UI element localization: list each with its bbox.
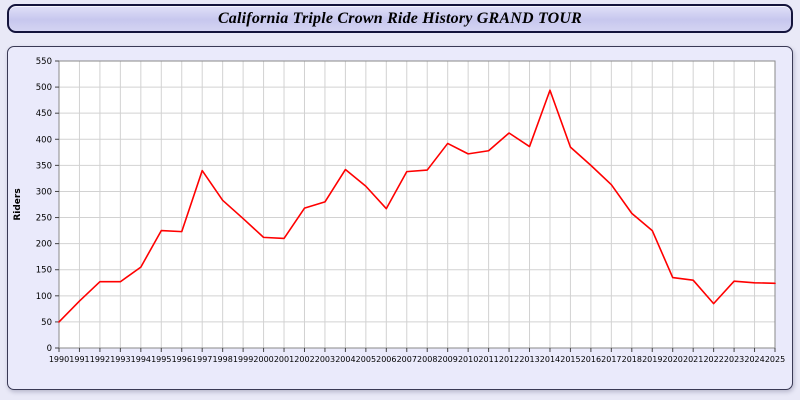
- x-tick-label: 2006: [376, 355, 396, 364]
- x-tick-label: 2021: [683, 355, 703, 364]
- y-tick-label: 450: [36, 109, 52, 119]
- x-axis: 1990 1991 1992 1993 1994 1995 1996 1997 1998 1999…: [49, 348, 785, 364]
- y-tick-label: 550: [36, 57, 52, 67]
- plot-border: [58, 60, 776, 349]
- x-tick-label: 1996: [172, 355, 192, 364]
- x-tick-label: 2023: [724, 355, 744, 364]
- y-tick-label: 500: [36, 83, 52, 93]
- y-tick-label: 350: [36, 161, 52, 171]
- y-axis-title: Riders: [13, 188, 23, 220]
- x-tick-label: 1998: [212, 355, 232, 364]
- y-tick-label: 200: [36, 240, 52, 250]
- y-tick-label: 150: [36, 266, 52, 276]
- x-tick-label: 1990: [49, 355, 69, 364]
- x-tick-label: 2003: [315, 355, 335, 364]
- chart-title-bar: California Triple Crown Ride History GRA…: [7, 4, 793, 33]
- y-tick-label: 50: [41, 318, 52, 328]
- x-tick-label: 1995: [151, 355, 171, 364]
- x-tick-label: 2010: [458, 355, 478, 364]
- x-tick-label: 1992: [90, 355, 110, 364]
- chart-panel: 0 50 100 150 200 250 300 350 400 450 500 550 1990 199…: [7, 46, 793, 390]
- x-tick-label: 2002: [294, 355, 314, 364]
- x-tick-label: 2012: [499, 355, 519, 364]
- x-tick-label: 2008: [417, 355, 437, 364]
- x-tick-label: 1993: [110, 355, 130, 364]
- series-line-riders: [58, 89, 776, 323]
- x-tick-label: 2014: [540, 355, 560, 364]
- y-tick-label: 300: [36, 187, 52, 197]
- y-tick-label: 250: [36, 214, 52, 224]
- y-tick-label: 100: [36, 292, 52, 302]
- x-tick-label: 2024: [744, 355, 764, 364]
- x-tick-label: 2016: [581, 355, 601, 364]
- x-tick-label: 2009: [438, 355, 458, 364]
- chart-title: California Triple Crown Ride History GRA…: [217, 9, 583, 27]
- x-tick-label: 2000: [253, 355, 273, 364]
- x-tick-label: 2013: [519, 355, 539, 364]
- x-tick-label: 2007: [397, 355, 417, 364]
- x-tick-label: 2025: [765, 355, 785, 364]
- x-tick-label: 2004: [335, 355, 355, 364]
- x-tick-label: 2020: [663, 355, 683, 364]
- x-tick-label: 2015: [560, 355, 580, 364]
- x-tick-label: 1991: [69, 355, 89, 364]
- x-tick-label: 2001: [274, 355, 294, 364]
- x-tick-label: 2017: [601, 355, 621, 364]
- x-tick-label: 1997: [192, 355, 212, 364]
- y-axis: 0 50 100 150 200 250 300 350 400 450 500 550: [36, 57, 59, 354]
- plot-area: [59, 61, 775, 348]
- y-tick-label: 0: [47, 344, 52, 354]
- y-tick-label: 400: [36, 135, 52, 145]
- x-tick-label: 2019: [642, 355, 662, 364]
- x-tick-label: 2005: [356, 355, 376, 364]
- x-tick-label: 2011: [478, 355, 498, 364]
- x-tick-label: 1999: [233, 355, 253, 364]
- x-tick-label: 1994: [131, 355, 151, 364]
- x-tick-label: 2018: [622, 355, 642, 364]
- x-tick-label: 2022: [703, 355, 723, 364]
